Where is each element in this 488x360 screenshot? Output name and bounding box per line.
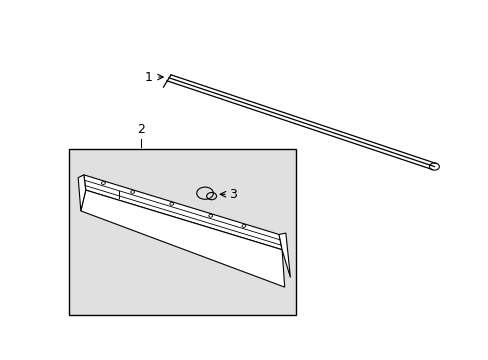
Polygon shape [81, 190, 284, 287]
Text: 2: 2 [137, 123, 145, 136]
Text: 1: 1 [144, 71, 152, 84]
Text: 3: 3 [229, 188, 237, 201]
Polygon shape [279, 233, 290, 278]
Polygon shape [78, 175, 85, 211]
Bar [68, 149, 295, 315]
Polygon shape [84, 175, 282, 250]
